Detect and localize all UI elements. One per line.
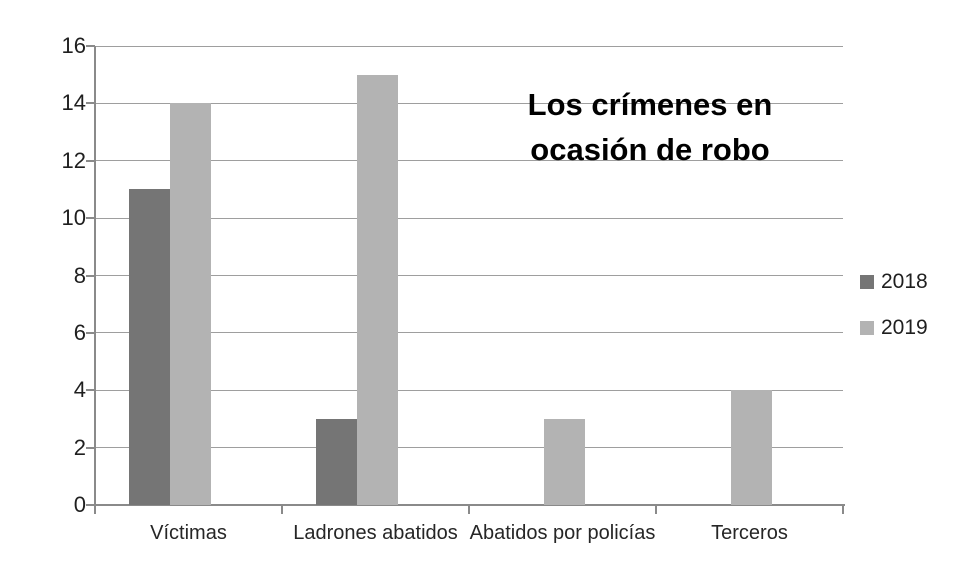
y-axis-tick [86,446,95,449]
y-axis-label: 16 [61,33,86,58]
y-axis-tick [86,331,95,334]
x-axis-tick [842,506,844,514]
y-axis-label: 10 [61,205,86,231]
x-axis-tick [468,506,470,514]
legend-item-2019: 2019 [860,315,928,341]
x-axis-tick [281,506,283,514]
legend-label-2018: 2018 [881,270,928,293]
x-axis-category-label: Víctimas [150,522,227,544]
y-axis-label: 14 [61,90,86,116]
x-axis-tick [655,506,657,514]
y-axis-label: 4 [73,377,86,403]
x-axis [94,504,845,506]
x-axis-category-label: Abatidos por policías [469,522,656,544]
legend-item-2018: 2018 [860,269,928,295]
y-axis-label: 0 [73,492,86,517]
gridline [95,217,843,219]
gridline [95,389,843,391]
bar-2019-cat3 [730,390,772,505]
y-axis-tick [86,102,95,105]
gridline [95,45,843,47]
x-axis-category-label: Ladrones abatidos [293,522,458,544]
y-axis-tick [86,45,95,47]
bar-2019-cat1 [356,74,398,505]
legend-swatch-2019-icon [860,321,874,335]
chart-title-line1: Los crímenes en [527,87,773,122]
gridline [95,275,843,276]
y-axis-tick [86,389,95,392]
bar-2018-cat1 [315,418,357,505]
y-axis-tick [86,217,95,220]
y-axis [94,46,96,511]
y-axis-label: 6 [73,319,86,345]
gridline [95,332,843,334]
legend-label-2019: 2019 [881,316,928,339]
gridline [95,160,843,162]
gridline [95,102,843,104]
y-axis-tick [86,274,95,277]
chart-title: Los crímenes en ocasión de robo [468,82,832,172]
y-axis-tick [86,159,95,162]
x-axis-category-label: Terceros [711,522,788,544]
chart-legend: 2018 2019 [860,269,928,361]
y-axis-label: 8 [73,262,86,288]
y-axis-label: 2 [73,434,86,460]
bar-2019-cat2 [543,418,585,505]
legend-swatch-2018-icon [860,275,874,289]
y-axis-tick [86,504,95,506]
y-axis-label: 12 [61,147,86,173]
bar-2018-cat0 [128,189,170,505]
chart-title-line2: ocasión de robo [530,132,770,167]
bar-2019-cat0 [169,103,211,505]
x-axis-tick [94,506,96,514]
gridline [95,447,843,449]
